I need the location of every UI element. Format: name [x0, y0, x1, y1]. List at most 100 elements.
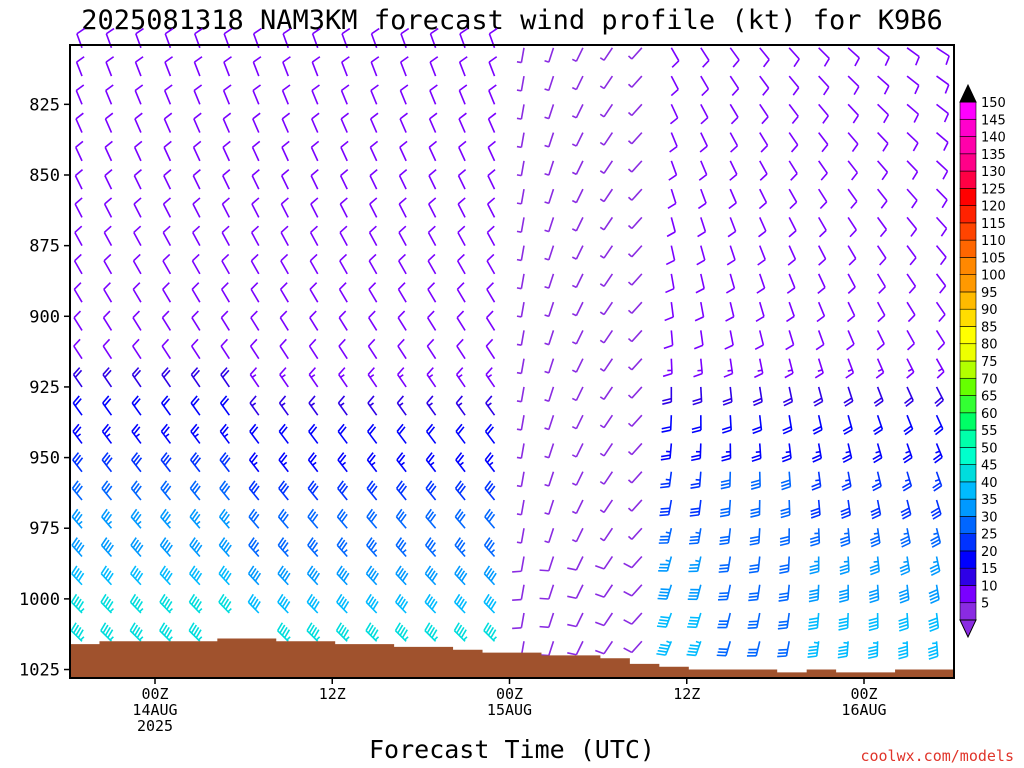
barb-feather [783, 400, 793, 407]
barb-feather [430, 27, 439, 35]
barb-half-feather [627, 507, 633, 512]
barb-half-feather [490, 549, 496, 554]
barb-feather [281, 169, 290, 177]
wind-barb [746, 641, 761, 657]
barb-feather [73, 567, 80, 577]
wind-barb [453, 593, 468, 614]
barb-feather [453, 622, 460, 632]
wind-barb [190, 367, 201, 388]
wind-barb [163, 84, 173, 105]
barb-staff [251, 203, 260, 218]
wind-barb [780, 471, 792, 491]
barb-staff [456, 317, 466, 331]
barb-feather [818, 258, 827, 266]
wind-barb [751, 443, 762, 463]
barb-half-feather [341, 461, 347, 466]
wind-barb [455, 452, 466, 473]
wind-barb [458, 56, 468, 77]
wind-barb [571, 443, 584, 458]
barb-feather [397, 367, 405, 376]
colorbar-label: 20 [981, 545, 998, 560]
wind-barb [456, 253, 466, 275]
barb-feather [132, 282, 141, 290]
wind-barb [779, 556, 790, 575]
barb-feather [808, 645, 819, 649]
barb-feather [160, 508, 167, 518]
barb-feather [136, 601, 143, 610]
barb-feather [163, 112, 173, 120]
barb-staff [520, 358, 525, 374]
barb-staff [700, 75, 710, 90]
barb-staff [788, 75, 800, 89]
colorbar-swatch [959, 447, 977, 465]
barb-feather [277, 508, 285, 518]
wind-barb [306, 565, 321, 586]
wind-barb [729, 47, 740, 68]
barb-feather [221, 511, 228, 520]
barb-staff [308, 402, 319, 416]
barb-feather [930, 567, 940, 573]
barb-feather [367, 624, 374, 634]
wind-barb [131, 423, 142, 444]
barb-staff [603, 103, 614, 118]
barb-feather [73, 282, 82, 290]
barb-feather [687, 650, 697, 654]
barb-feather [341, 485, 349, 494]
colorbar-swatch [959, 188, 977, 206]
barb-feather [105, 485, 113, 494]
barb-feather [282, 27, 292, 35]
barb-staff [670, 245, 676, 261]
barb-staff [548, 414, 555, 430]
barb-feather [789, 201, 798, 210]
wind-barb [340, 112, 350, 133]
barb-staff [338, 288, 348, 303]
barb-feather [808, 617, 819, 621]
wind-barb [458, 84, 468, 105]
wind-barb [759, 75, 770, 96]
barb-feather [313, 629, 320, 639]
wind-barb [396, 423, 407, 444]
barb-staff [281, 146, 289, 162]
barb-half-feather [253, 461, 258, 466]
barb-staff [817, 273, 826, 288]
barb-feather [163, 169, 172, 177]
colorbar-label: 110 [981, 234, 1006, 249]
barb-feather [103, 539, 110, 549]
barb-staff [367, 345, 378, 360]
barb-feather [839, 564, 849, 569]
barb-feather [902, 485, 912, 492]
barb-half-feather [599, 85, 605, 90]
barb-feather [456, 338, 464, 347]
wind-barb [544, 47, 555, 63]
barb-feather [786, 287, 796, 294]
wind-barb [102, 338, 113, 360]
barb-feather [623, 619, 633, 625]
barb-staff [368, 260, 378, 275]
barb-half-feather [665, 531, 671, 534]
barb-staff [251, 175, 260, 190]
barb-staff [340, 146, 348, 162]
barb-feather [248, 452, 256, 461]
barb-feather [279, 338, 287, 347]
wind-barb [190, 423, 201, 444]
barb-feather [71, 565, 78, 575]
barb-staff [631, 47, 643, 60]
barb-feather [838, 627, 848, 631]
wind-barb [670, 47, 680, 68]
barb-feather [280, 426, 288, 435]
barb-staff [488, 90, 496, 105]
barb-feather [189, 480, 197, 489]
barb-staff [103, 288, 113, 303]
barb-feather [191, 596, 198, 606]
barb-staff [700, 330, 704, 346]
barb-feather [810, 510, 820, 516]
barb-feather [940, 228, 948, 237]
barb-feather [431, 601, 438, 610]
barb-staff [935, 301, 946, 315]
colorbar-swatch [959, 498, 977, 517]
wind-barb [694, 302, 705, 322]
wind-barb [250, 310, 260, 331]
wind-barb [366, 452, 378, 473]
barb-staff [847, 47, 860, 59]
barb-feather [781, 454, 791, 460]
